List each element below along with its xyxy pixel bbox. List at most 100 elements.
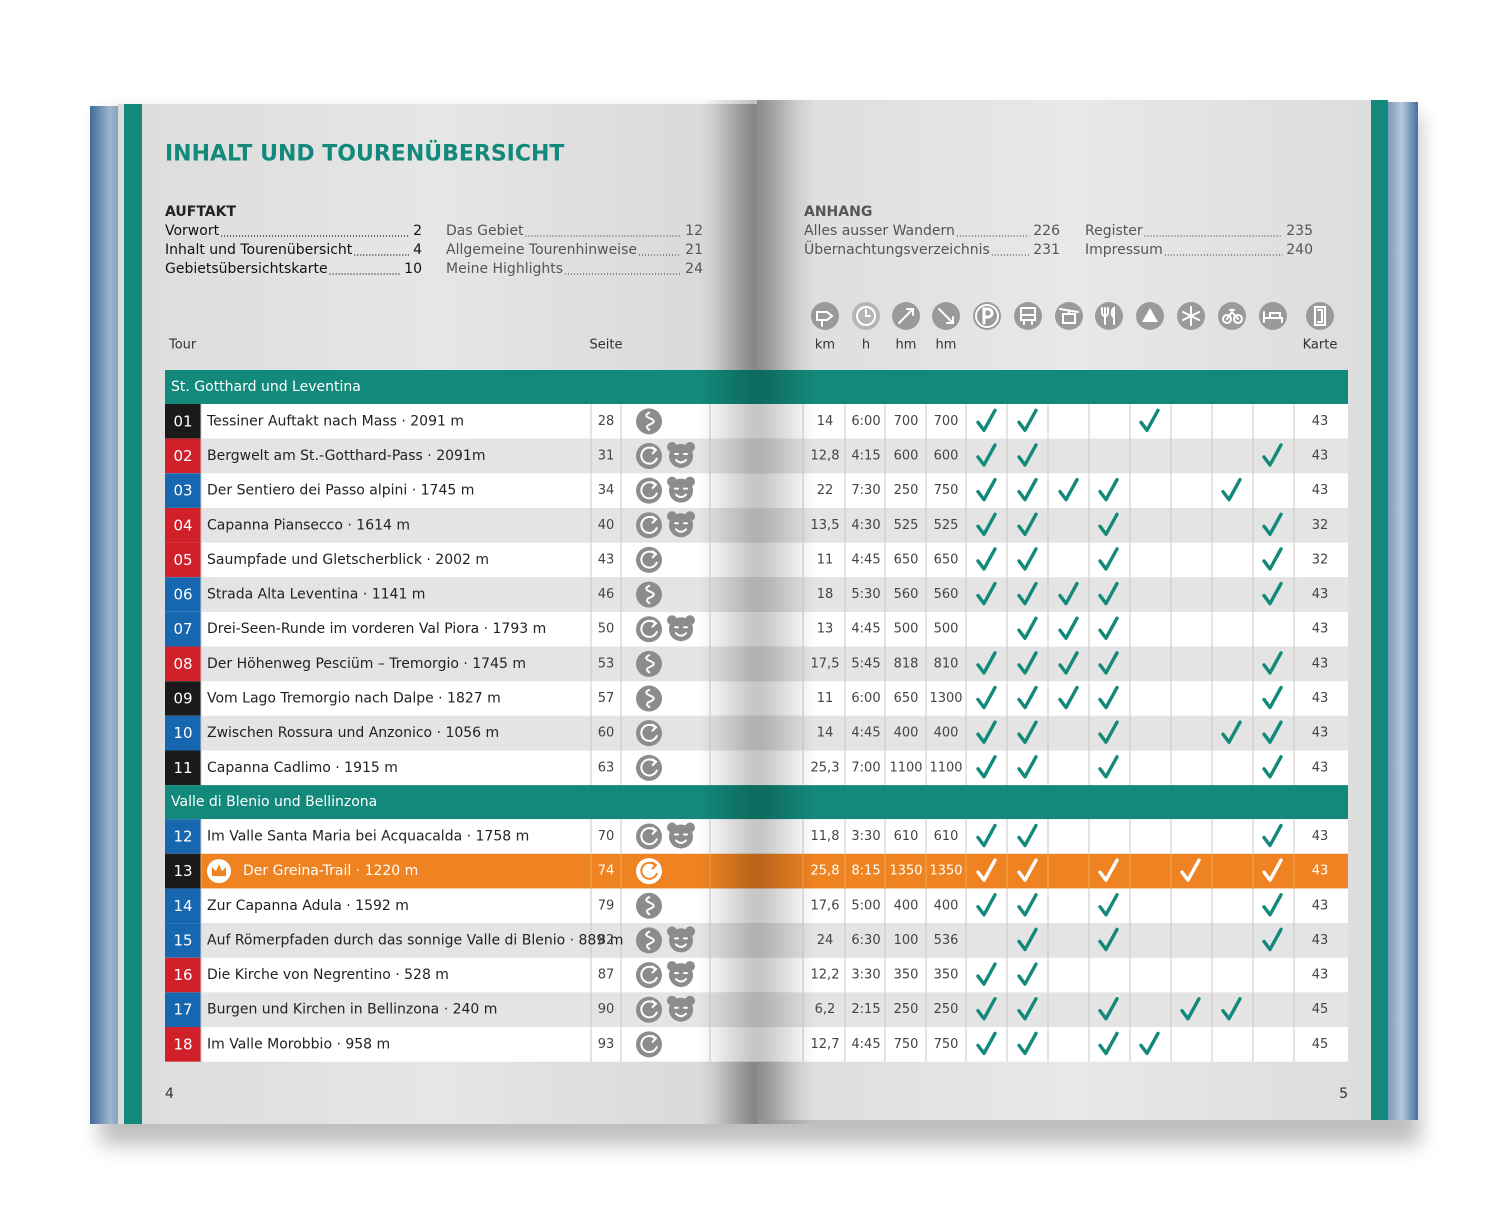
- icon-glyph: [674, 626, 688, 637]
- tour-page: 40: [598, 518, 615, 533]
- tour-number: 01: [173, 412, 192, 430]
- tour-km: 25,3: [811, 760, 840, 775]
- tour-hm-down: 750: [934, 1037, 959, 1052]
- tour-number: 04: [173, 516, 192, 534]
- check: [976, 685, 997, 710]
- icon-circle: [636, 685, 662, 712]
- icon-glyph: [1226, 309, 1239, 320]
- tour-number: 09: [173, 690, 192, 708]
- icon-glyph: [645, 895, 655, 916]
- check: [976, 997, 997, 1021]
- header-icon: [1177, 302, 1205, 330]
- icon-glyph: [856, 306, 876, 326]
- icon-circle: [636, 408, 662, 435]
- icon-glyph: [640, 446, 658, 465]
- icon-glyph: [640, 619, 658, 638]
- tour-number: 12: [173, 827, 192, 845]
- check: [976, 477, 997, 502]
- tour-number: 08: [173, 655, 192, 673]
- icon-glyph: [651, 619, 658, 628]
- tour-h: 6:00: [851, 691, 880, 706]
- toc-page: 240: [1286, 242, 1313, 258]
- icon-circle: [1306, 302, 1334, 330]
- tour-name: Der Höhenweg Pesciüm – Tremorgio · 1745 …: [207, 656, 526, 672]
- tour-hm-up: 100: [894, 933, 919, 948]
- tour-number-cell: [165, 611, 201, 647]
- check: [1221, 477, 1242, 502]
- check: [976, 408, 997, 433]
- check: [1017, 443, 1038, 467]
- tour-km: 14: [817, 726, 834, 741]
- tour-page: 53: [598, 656, 615, 671]
- column-label: km: [815, 338, 835, 353]
- tour-h: 5:30: [851, 587, 880, 602]
- icon-glyph: [1314, 306, 1326, 326]
- icon-glyph: [640, 550, 658, 569]
- tour-page: 70: [598, 829, 615, 844]
- icon-circle: [669, 928, 693, 953]
- tour-map: 32: [1312, 552, 1329, 567]
- icon-circle: [811, 302, 839, 330]
- tour-page: 90: [598, 1002, 615, 1017]
- check: [1098, 547, 1119, 571]
- family-icon: [667, 961, 695, 988]
- page-number: 5: [1339, 1086, 1348, 1102]
- tour-map: 43: [1312, 933, 1329, 948]
- check: [976, 1031, 997, 1056]
- icon-glyph: [212, 864, 226, 877]
- tour-name: Bergwelt am St.-Gotthard-Pass · 2091m: [207, 448, 485, 464]
- check: [1262, 720, 1283, 744]
- tour-km: 22: [817, 483, 834, 498]
- check: [1017, 651, 1038, 675]
- check: [1058, 477, 1079, 502]
- tour-hm-up: 700: [894, 414, 919, 429]
- toc-page: 12: [685, 223, 703, 239]
- check: [1098, 997, 1119, 1021]
- family-icon: [667, 926, 695, 953]
- tour-h: 7:30: [851, 483, 880, 498]
- header-icon: [932, 302, 960, 330]
- tour-page: 60: [598, 726, 615, 741]
- check: [1058, 685, 1079, 710]
- check: [976, 443, 997, 467]
- toc-label: Übernachtungsverzeichnis: [804, 240, 990, 258]
- check: [1017, 512, 1038, 536]
- tour-hm-down: 1300: [929, 691, 962, 706]
- tour-map: 45: [1312, 1037, 1329, 1052]
- tour-number-cell: [165, 888, 201, 924]
- icon-glyph: [651, 515, 658, 524]
- check: [1139, 1031, 1160, 1056]
- check: [1098, 512, 1119, 536]
- check: [1262, 547, 1283, 571]
- icon-glyph: [1222, 314, 1232, 324]
- icon-glyph: [1263, 311, 1283, 323]
- icon-circle: [669, 478, 693, 503]
- check: [1017, 997, 1038, 1021]
- check: [1017, 893, 1038, 917]
- family-icon: [667, 511, 695, 538]
- icon-circle: [669, 963, 693, 988]
- toc-page: 2: [413, 223, 422, 239]
- route-icon: [636, 892, 662, 919]
- icon-glyph: [898, 308, 914, 324]
- icon-glyph: [1233, 314, 1243, 324]
- check: [1098, 755, 1119, 779]
- icon-glyph: [651, 480, 658, 490]
- icon-glyph: [645, 411, 655, 432]
- check: [976, 581, 997, 606]
- tour-hm-down: 810: [934, 656, 959, 671]
- route-icon: [636, 650, 662, 677]
- route-icon: [636, 477, 662, 504]
- tour-number-cell: [165, 438, 201, 474]
- check: [976, 651, 997, 675]
- tour-number-cell: [165, 646, 201, 682]
- tour-km: 13: [817, 622, 834, 637]
- tour-number: 13: [173, 862, 192, 880]
- check: [1180, 997, 1201, 1021]
- tour-number: 05: [173, 551, 192, 569]
- tour-number: 06: [173, 586, 192, 604]
- tour-name: Vom Lago Tremorgio nach Dalpe · 1827 m: [207, 691, 501, 707]
- column-label: Seite: [590, 338, 623, 353]
- tour-hm-down: 600: [934, 448, 959, 463]
- check: [1098, 685, 1119, 710]
